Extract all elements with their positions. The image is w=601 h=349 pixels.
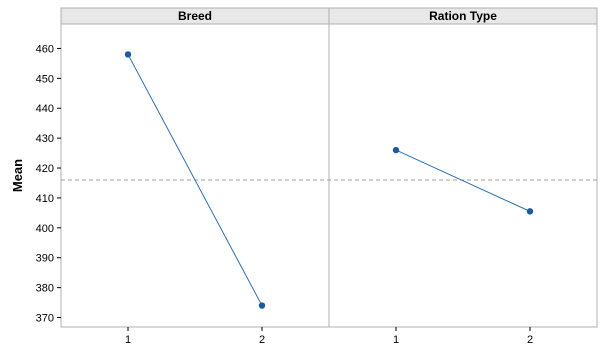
y-tick-label: 390	[36, 253, 54, 265]
y-tick-label: 410	[36, 193, 54, 205]
panel-title: Breed	[178, 9, 212, 23]
data-point	[526, 208, 534, 215]
x-tick-label: 2	[259, 334, 265, 344]
panel-strip	[328, 7, 598, 25]
data-point	[258, 302, 266, 309]
x-tick-label: 1	[125, 334, 131, 344]
series-line	[395, 149, 531, 212]
y-tick-label: 430	[36, 133, 54, 145]
data-point	[392, 146, 400, 154]
y-tick-label: 440	[36, 103, 54, 115]
y-tick-label: 380	[36, 283, 54, 295]
y-tick-label: 460	[36, 43, 54, 55]
panel-title: Ration Type	[429, 9, 497, 23]
y-tick-label: 420	[36, 163, 54, 175]
y-tick-label: 370	[36, 313, 54, 325]
y-tick-label: 450	[36, 73, 54, 85]
y-axis-title: Mean	[10, 159, 25, 192]
y-tick-label: 400	[36, 223, 54, 235]
series-line	[127, 54, 263, 306]
x-tick-label: 1	[393, 334, 399, 344]
x-tick-label: 2	[527, 334, 533, 344]
data-point	[124, 51, 132, 58]
